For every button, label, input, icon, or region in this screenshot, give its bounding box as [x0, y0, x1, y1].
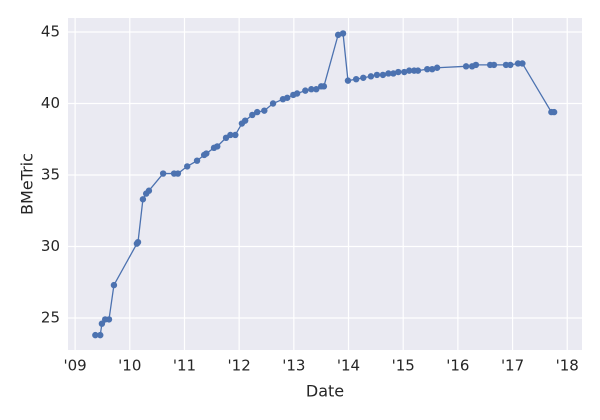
data-point — [110, 281, 118, 289]
x-tick-label: '14 — [337, 357, 360, 375]
data-point — [502, 61, 510, 69]
data-point — [334, 31, 342, 39]
data-point — [519, 60, 526, 67]
x-tick-label: '11 — [173, 357, 196, 375]
x-tick-label: '17 — [501, 357, 524, 375]
data-point — [360, 74, 367, 81]
data-point — [401, 68, 408, 76]
data-point — [395, 68, 402, 76]
data-point — [253, 108, 261, 116]
data-point — [424, 65, 431, 73]
data-point — [269, 100, 277, 107]
x-tick-label: '09 — [63, 357, 86, 375]
data-point — [241, 117, 249, 124]
data-point — [550, 108, 558, 116]
data-point — [373, 71, 381, 79]
data-point — [507, 61, 514, 69]
data-point — [227, 131, 234, 139]
data-point — [97, 331, 104, 339]
data-point — [92, 331, 99, 339]
x-tick-label: '12 — [228, 357, 251, 375]
data-point — [379, 71, 387, 79]
data-point — [433, 64, 441, 71]
data-point — [203, 150, 210, 157]
x-tick-label: '13 — [282, 357, 305, 375]
data-point — [428, 65, 436, 73]
data-point — [193, 157, 201, 164]
x-tick-label: '18 — [556, 357, 579, 375]
data-point — [105, 316, 113, 323]
data-point — [249, 111, 256, 119]
data-point — [293, 90, 301, 97]
data-point — [367, 73, 375, 80]
data-point — [414, 67, 422, 74]
data-point — [490, 61, 498, 69]
data-point — [339, 30, 347, 37]
data-point — [232, 131, 239, 139]
x-tick-label: '16 — [446, 357, 469, 375]
data-point — [134, 238, 142, 246]
data-point — [308, 86, 315, 93]
data-point — [184, 163, 191, 170]
data-point — [174, 170, 182, 177]
data-point — [390, 70, 397, 77]
data-point — [406, 67, 413, 74]
data-point — [261, 107, 268, 114]
data-point — [320, 83, 328, 90]
data-point — [514, 60, 522, 67]
data-point — [145, 187, 153, 194]
data-point — [344, 77, 352, 84]
data-point — [302, 87, 309, 94]
data-point — [313, 86, 320, 93]
data-point — [472, 61, 480, 69]
data-point — [214, 143, 221, 150]
y-tick-label: 25 — [41, 308, 60, 326]
x-tick-label: '15 — [392, 357, 415, 375]
data-point — [159, 170, 167, 177]
y-tick-label: 35 — [41, 165, 60, 183]
y-axis-label: BMeTric — [18, 153, 37, 215]
data-point — [385, 70, 392, 77]
x-tick-label: '10 — [118, 357, 141, 375]
y-tick-label: 30 — [41, 237, 60, 255]
data-point — [139, 196, 147, 203]
data-point — [352, 75, 360, 83]
y-tick-label: 40 — [41, 94, 60, 112]
data-point — [462, 63, 470, 70]
data-point — [284, 94, 291, 101]
x-axis-label: Date — [306, 382, 344, 401]
y-tick-label: 45 — [41, 23, 60, 41]
